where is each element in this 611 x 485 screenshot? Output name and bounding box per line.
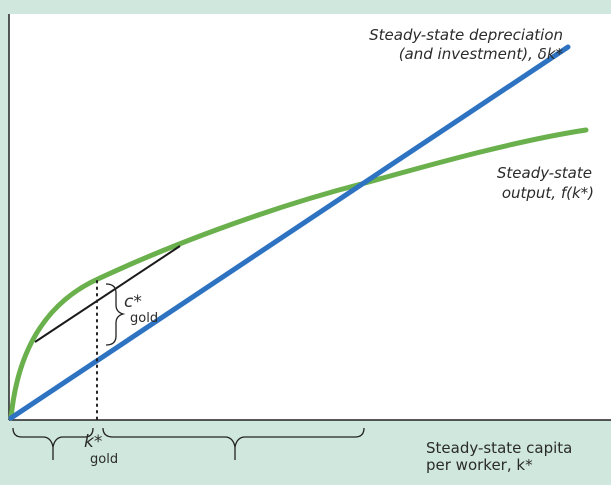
steady-state-output-curve [8, 127, 589, 421]
output-label-line2: output, f(k*) [502, 184, 594, 202]
steady-state-depreciation-line [8, 44, 571, 421]
depreciation-label-line2: (and investment), δk* [399, 45, 564, 63]
depreciation-label-line1: Steady-state depreciation [369, 26, 563, 44]
x-axis-label-line1: Steady-state capita [426, 439, 572, 457]
k-gold-subscript: gold [90, 452, 118, 467]
left-bottom-brace [12, 427, 94, 448]
c-gold-subscript: gold [130, 311, 158, 326]
tangent-line [34, 245, 181, 343]
right-bottom-brace [102, 427, 365, 448]
x-axis-label-line2: per worker, k* [426, 456, 533, 474]
k-gold-label: k* [84, 432, 102, 452]
c-gold-brace [105, 283, 126, 346]
output-label-line1: Steady-state [497, 164, 592, 182]
c-gold-label: c* [124, 292, 142, 312]
